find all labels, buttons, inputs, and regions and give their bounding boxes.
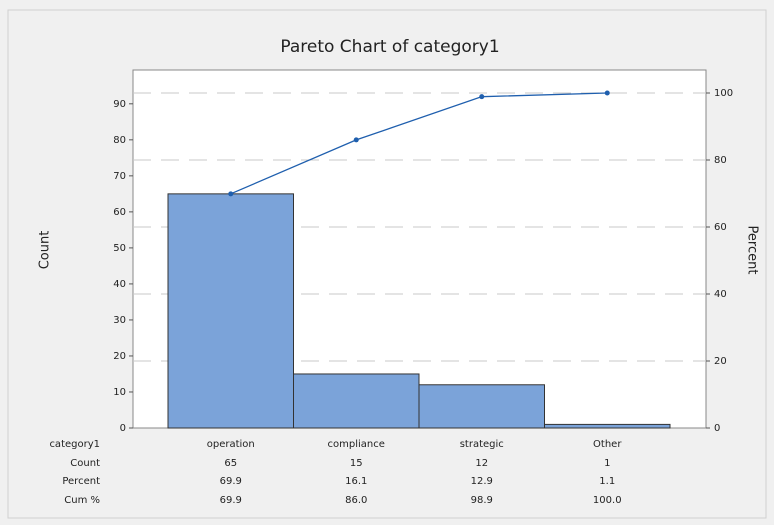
y-tick-label: 60 bbox=[113, 207, 126, 218]
table-cum: 100.0 bbox=[593, 495, 622, 506]
table-row-label: Count bbox=[70, 458, 100, 469]
table-percent: 16.1 bbox=[345, 476, 367, 487]
chart-title: Pareto Chart of category1 bbox=[280, 37, 499, 57]
table-count: 15 bbox=[350, 458, 363, 469]
table-cum: 86.0 bbox=[345, 495, 367, 506]
y-tick-label: 0 bbox=[120, 423, 126, 434]
table-row-label: Percent bbox=[62, 476, 100, 487]
table-cum: 98.9 bbox=[471, 495, 493, 506]
y2-tick-label: 80 bbox=[714, 155, 727, 166]
table-category: compliance bbox=[328, 439, 385, 450]
cum-point bbox=[479, 94, 485, 100]
y2-tick-label: 100 bbox=[714, 88, 733, 99]
y2-axis-title: Percent bbox=[745, 226, 760, 275]
y-tick-label: 50 bbox=[113, 243, 126, 254]
cum-line bbox=[230, 92, 608, 195]
y2-tick-label: 0 bbox=[714, 423, 720, 434]
bar bbox=[167, 193, 294, 429]
y-tick-label: 30 bbox=[113, 315, 126, 326]
table-row-label: category1 bbox=[49, 439, 100, 450]
y-tick-label: 20 bbox=[113, 351, 126, 362]
cum-point bbox=[228, 191, 234, 197]
table-category: Other bbox=[593, 439, 622, 450]
cum-point bbox=[604, 90, 610, 96]
y2-tick-label: 60 bbox=[714, 222, 727, 233]
table-percent: 12.9 bbox=[471, 476, 493, 487]
table-count: 12 bbox=[475, 458, 488, 469]
y-tick-label: 40 bbox=[113, 279, 126, 290]
y-tick-label: 80 bbox=[113, 135, 126, 146]
table-category: strategic bbox=[460, 439, 504, 450]
y-axis-title: Count bbox=[38, 231, 53, 270]
table-count: 1 bbox=[604, 458, 610, 469]
table-row-label: Cum % bbox=[64, 495, 100, 506]
bar bbox=[544, 423, 671, 429]
table-percent: 1.1 bbox=[599, 476, 615, 487]
y-tick-label: 90 bbox=[113, 99, 126, 110]
y2-tick-label: 20 bbox=[714, 356, 727, 367]
table-cum: 69.9 bbox=[220, 495, 242, 506]
table-percent: 69.9 bbox=[220, 476, 242, 487]
y-tick-label: 10 bbox=[113, 387, 126, 398]
y2-tick-label: 40 bbox=[714, 289, 727, 300]
cum-point bbox=[353, 137, 359, 143]
bar bbox=[418, 384, 545, 429]
bar bbox=[293, 373, 420, 429]
table-category: operation bbox=[207, 439, 255, 450]
table-count: 65 bbox=[224, 458, 237, 469]
y-tick-label: 70 bbox=[113, 171, 126, 182]
